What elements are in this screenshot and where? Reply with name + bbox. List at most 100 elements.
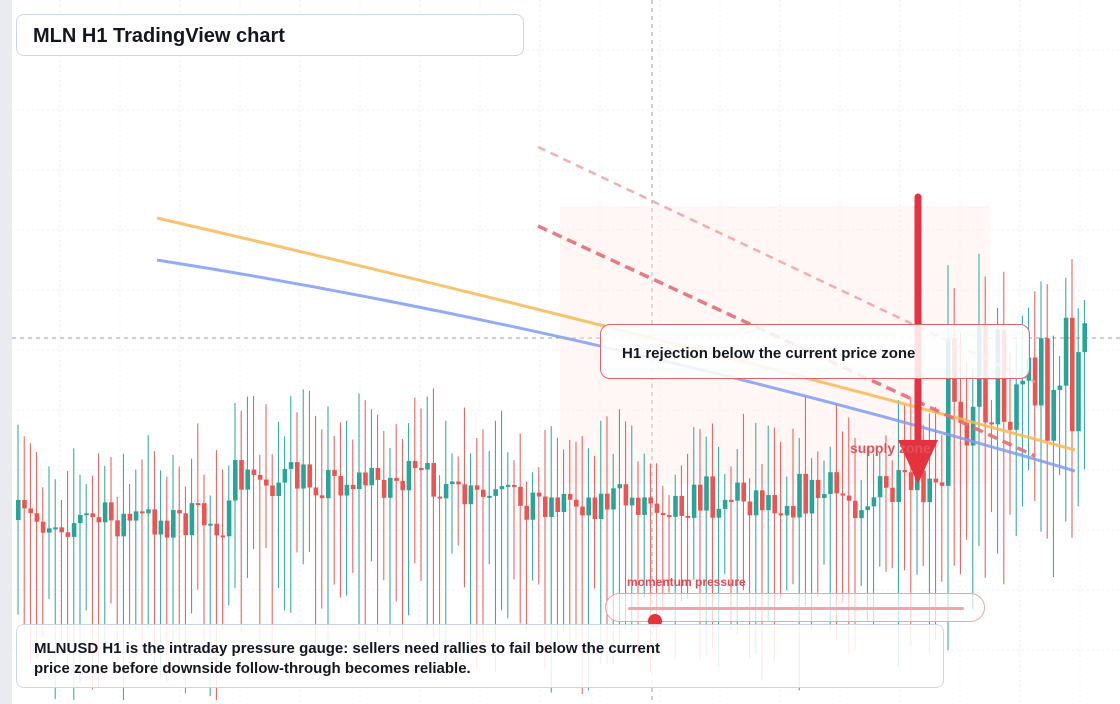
candle-body bbox=[462, 484, 467, 505]
candle-body bbox=[419, 468, 424, 471]
candle-body bbox=[133, 511, 139, 521]
candle-body bbox=[722, 499, 728, 509]
candle-body bbox=[691, 484, 697, 518]
candle-body bbox=[623, 484, 629, 506]
candle-body bbox=[642, 497, 647, 515]
candle-body bbox=[747, 501, 753, 516]
candle-body bbox=[369, 467, 374, 486]
candle-body bbox=[970, 406, 976, 446]
candle-body bbox=[47, 528, 52, 533]
candle-body bbox=[586, 497, 591, 516]
candle-body bbox=[611, 488, 616, 510]
candle-body bbox=[313, 487, 319, 496]
candle-body bbox=[338, 475, 343, 496]
candle-body bbox=[679, 495, 684, 516]
candle-body bbox=[778, 513, 784, 516]
momentum-gauge[interactable] bbox=[605, 593, 985, 628]
candle-body bbox=[332, 469, 337, 476]
momentum-gauge-label: momentum pressure bbox=[627, 575, 746, 589]
candle-body bbox=[859, 510, 864, 519]
candle-body bbox=[28, 508, 33, 514]
candle-body bbox=[896, 470, 901, 502]
candle-body bbox=[140, 511, 145, 514]
candle-body bbox=[530, 492, 536, 520]
candle-body bbox=[493, 489, 498, 496]
candle-body bbox=[580, 506, 585, 516]
candle-body bbox=[164, 520, 170, 538]
candle-body bbox=[803, 473, 808, 514]
rejection-callout: H1 rejection below the current price zon… bbox=[600, 324, 1030, 379]
candle-body bbox=[964, 422, 970, 446]
candle-body bbox=[815, 479, 821, 498]
candle-body bbox=[357, 472, 362, 490]
candle-body bbox=[865, 506, 870, 511]
candle-body bbox=[890, 487, 895, 502]
candle-body bbox=[735, 482, 740, 501]
candle-body bbox=[760, 490, 765, 511]
left-scale-strip bbox=[0, 0, 12, 704]
supply-zone-label: supply zone bbox=[850, 440, 931, 456]
gauge-track bbox=[628, 607, 964, 628]
candle-body bbox=[257, 474, 263, 480]
trendline-upper bbox=[537, 145, 1036, 384]
candle-body bbox=[660, 512, 666, 516]
candle-body bbox=[654, 503, 660, 513]
arrow-head bbox=[898, 440, 938, 484]
candle-body bbox=[363, 472, 368, 486]
candle-body bbox=[741, 482, 746, 502]
callout-text: H1 rejection below the current price zon… bbox=[622, 345, 916, 362]
candle-body bbox=[592, 497, 598, 520]
chart-title-card: MLN H1 TradingView chart bbox=[16, 14, 524, 56]
candle-body bbox=[412, 461, 418, 469]
candle-body bbox=[629, 497, 635, 506]
candle-body bbox=[78, 514, 83, 524]
candle-body bbox=[239, 460, 244, 490]
candle-body bbox=[598, 493, 604, 520]
candle-body bbox=[109, 502, 114, 521]
down-arrow-icon bbox=[898, 193, 938, 484]
candle-body bbox=[84, 513, 89, 516]
candle-body bbox=[245, 469, 250, 490]
candle-body bbox=[524, 505, 529, 520]
candle-body bbox=[146, 509, 151, 514]
candle-body bbox=[828, 472, 833, 495]
candle-body bbox=[729, 499, 734, 502]
candle-body bbox=[1051, 390, 1056, 441]
candle-body bbox=[71, 523, 77, 537]
summary-card: MLNUSD H1 is the intraday pressure gauge… bbox=[16, 624, 944, 688]
candle-body bbox=[437, 496, 443, 499]
candle-body bbox=[226, 500, 232, 537]
candle-body bbox=[102, 502, 108, 523]
candle-body bbox=[939, 482, 945, 486]
candle-body bbox=[171, 510, 176, 538]
candle-body bbox=[16, 500, 21, 520]
candle-body bbox=[487, 495, 492, 498]
candle-body bbox=[846, 495, 852, 501]
candle-body bbox=[381, 479, 387, 498]
candle-body bbox=[251, 469, 257, 475]
candle-body bbox=[59, 527, 64, 533]
candle-body bbox=[543, 496, 548, 517]
candle-body bbox=[1063, 317, 1069, 386]
candle-body bbox=[505, 484, 511, 487]
candle-body bbox=[307, 464, 312, 488]
candle-body bbox=[716, 508, 722, 518]
candle-body bbox=[518, 486, 523, 506]
candle-body bbox=[710, 476, 715, 518]
candle-body bbox=[574, 499, 579, 507]
candle-body bbox=[822, 494, 827, 498]
candle-body bbox=[115, 520, 120, 537]
candle-body bbox=[927, 478, 932, 503]
candle-body bbox=[195, 503, 201, 506]
candle-body bbox=[933, 478, 939, 483]
candle-body bbox=[326, 469, 331, 499]
candle-body bbox=[921, 470, 926, 503]
candle-body bbox=[549, 497, 554, 517]
candle-body bbox=[1045, 338, 1050, 441]
candle-body bbox=[772, 495, 777, 514]
candle-body bbox=[394, 477, 399, 481]
candle-body bbox=[177, 510, 182, 514]
candle-body bbox=[443, 484, 449, 499]
candle-body bbox=[400, 480, 405, 491]
candle-body bbox=[344, 484, 350, 496]
